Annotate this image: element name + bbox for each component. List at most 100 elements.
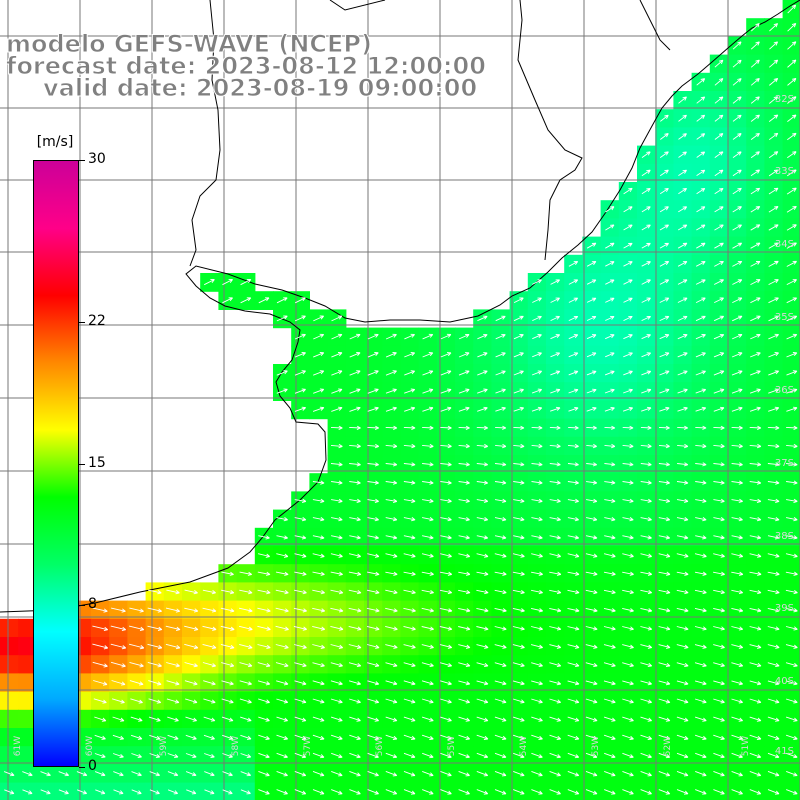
wind-arrow	[440, 752, 452, 759]
wind-arrow	[640, 553, 652, 558]
wind-arrow	[549, 498, 561, 503]
wind-arrow	[622, 698, 634, 704]
wind-arrow	[330, 589, 344, 595]
wind-arrow	[786, 260, 797, 267]
wind-arrow	[660, 133, 669, 140]
wind-arrow	[202, 662, 217, 668]
wind-arrow	[349, 770, 361, 777]
wind-arrow	[257, 644, 271, 649]
wind-arrow	[786, 406, 798, 412]
wind-arrow	[531, 752, 543, 759]
wind-arrow	[658, 480, 670, 485]
wind-arrow	[732, 224, 742, 231]
wind-arrow	[93, 698, 107, 704]
wind-arrow	[749, 571, 762, 576]
wind-arrow	[531, 607, 543, 613]
wind-arrow	[659, 206, 669, 213]
wind-arrow	[549, 480, 561, 485]
wind-arrow	[239, 643, 253, 650]
wind-arrow	[294, 388, 306, 394]
wind-arrow	[92, 661, 108, 668]
wind-arrow	[293, 644, 307, 649]
wind-arrow	[276, 388, 288, 394]
wind-arrow	[731, 716, 744, 722]
wind-arrow	[768, 279, 779, 286]
field-cell	[0, 728, 19, 747]
wind-arrow	[641, 187, 651, 195]
wind-arrow	[585, 535, 598, 540]
wind-arrow	[767, 480, 780, 485]
wind-arrow	[166, 662, 180, 668]
wind-arrow	[258, 734, 270, 740]
wind-arrow	[331, 480, 343, 485]
wind-arrow	[202, 643, 217, 650]
country-border	[639, 0, 671, 51]
wind-arrow	[768, 406, 780, 412]
wind-arrow	[404, 352, 416, 358]
wind-arrow	[603, 698, 616, 704]
wind-arrow	[513, 480, 525, 485]
wind-arrow	[786, 279, 797, 286]
wind-arrow	[678, 206, 688, 213]
wind-arrow	[640, 770, 652, 777]
wind-arrow	[695, 425, 707, 430]
wind-arrow	[713, 480, 725, 485]
wind-arrow	[349, 352, 361, 358]
wind-arrow	[276, 698, 289, 704]
wind-arrow	[331, 315, 343, 322]
wind-arrow	[367, 333, 379, 340]
wind-arrow	[786, 242, 797, 249]
wind-arrow	[476, 498, 489, 503]
wind-arrow	[768, 132, 779, 141]
wind-arrow	[439, 626, 453, 631]
wind-arrow	[713, 607, 725, 613]
wind-arrow	[786, 370, 798, 376]
wind-arrow	[294, 553, 307, 558]
wind-arrow	[603, 589, 616, 595]
wind-arrow	[258, 752, 270, 759]
wind-arrow	[184, 607, 199, 613]
wind-arrow	[767, 789, 780, 795]
wind-arrow	[750, 114, 760, 122]
wind-arrow	[749, 517, 762, 522]
wind-arrow	[767, 498, 780, 504]
wind-arrow	[786, 297, 798, 304]
wind-arrow	[750, 224, 761, 231]
wind-arrow	[477, 406, 488, 412]
field-cell	[273, 782, 292, 800]
wind-arrow	[586, 370, 597, 376]
wind-arrow	[676, 626, 689, 631]
wind-arrow	[695, 752, 707, 759]
wind-arrow	[695, 517, 707, 522]
wind-arrow	[293, 607, 307, 613]
wind-arrow	[676, 789, 689, 795]
wind-arrow	[641, 151, 651, 158]
wind-arrow	[440, 388, 452, 394]
wind-arrow	[749, 752, 762, 759]
wind-arrow	[258, 789, 270, 795]
wind-arrow	[331, 789, 343, 795]
wind-arrow	[713, 406, 725, 412]
wind-arrow	[785, 571, 798, 576]
wind-arrow	[421, 607, 434, 613]
wind-arrow	[677, 388, 688, 394]
wind-arrow	[750, 41, 760, 50]
wind-arrow	[221, 716, 234, 722]
wind-arrow	[750, 333, 761, 340]
wind-arrow	[568, 297, 579, 303]
wind-arrow	[622, 443, 634, 449]
wind-arrow	[3, 771, 15, 777]
wind-arrow	[713, 716, 725, 722]
wind-arrow	[421, 626, 434, 631]
longitude-label: 56W	[375, 735, 385, 757]
wind-arrow	[678, 114, 687, 122]
longitude-label: 55W	[447, 735, 457, 757]
field-cell	[200, 782, 219, 800]
wind-arrow	[185, 716, 198, 722]
wind-arrow	[476, 716, 489, 722]
wind-arrow	[110, 625, 127, 632]
wind-arrow	[749, 698, 762, 704]
wind-arrow	[367, 698, 380, 704]
wind-arrow	[696, 151, 706, 158]
